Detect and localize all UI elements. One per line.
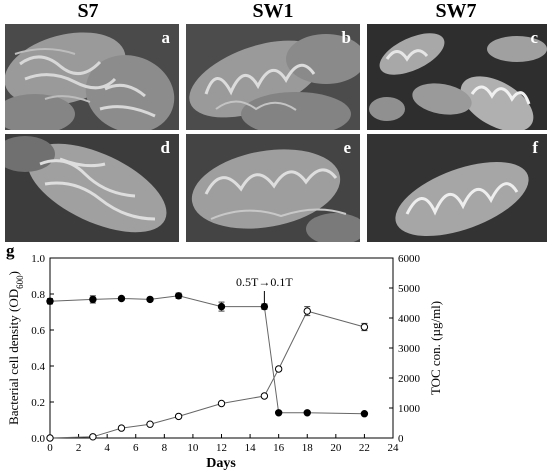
- column-title-s7: S7: [77, 0, 99, 22]
- bacteria-image-f: [367, 134, 547, 242]
- x-tick-label: 8: [162, 442, 168, 454]
- series-line-open: [49, 310, 365, 439]
- y-axis-label-right: TOC con. (µg/ml): [428, 301, 443, 395]
- y-right-tick-label: 0: [398, 433, 404, 445]
- bacteria-image-b: [186, 24, 360, 130]
- od600-point: [46, 297, 54, 305]
- od600-point: [146, 295, 154, 304]
- micrograph-panel-d: d: [5, 134, 179, 242]
- plot-frame: [49, 257, 394, 439]
- x-tick-label: 24: [388, 442, 400, 454]
- panel-letter-d: d: [160, 138, 170, 157]
- od600-point: [217, 302, 226, 311]
- x-tick-label: 20: [330, 442, 342, 454]
- od600-point: [274, 409, 283, 417]
- micrograph-panel-b: b: [186, 24, 360, 130]
- x-axis-label: Days: [206, 456, 236, 471]
- y-right-tick-label: 4000: [398, 313, 421, 325]
- micrograph-panel-a: a: [5, 24, 179, 130]
- y-left-tick-label: 0.2: [31, 397, 45, 409]
- y-right-tick-label: 6000: [398, 253, 421, 265]
- x-tick-label: 12: [216, 442, 227, 454]
- y-left-tick-label: 0.0: [31, 433, 45, 445]
- toc-point: [117, 424, 126, 432]
- panel-letter-e: e: [343, 138, 351, 157]
- y-left-tick-label: 0.4: [31, 361, 45, 373]
- toc-point: [260, 392, 269, 400]
- toc-point: [303, 307, 311, 315]
- od600-point: [174, 292, 183, 300]
- x-tick-label: 10: [187, 442, 199, 454]
- y-left-label-main: Bacterial cell density (OD: [6, 289, 21, 425]
- column-title-sw1: SW1: [252, 0, 294, 22]
- column-title-sw7: SW7: [435, 0, 477, 22]
- micrograph-panel-c: c: [367, 24, 547, 130]
- x-tick-label: 14: [245, 442, 257, 454]
- x-tick-label: 4: [104, 442, 110, 454]
- od600-point: [303, 409, 311, 417]
- toc-point: [360, 323, 369, 331]
- annotation-arrow-head: [261, 304, 268, 310]
- y-left-tick-label: 0.6: [31, 325, 45, 337]
- y-right-tick-label: 5000: [398, 283, 421, 295]
- panel-letter-f: f: [532, 138, 538, 157]
- panel-label-g: g: [6, 242, 15, 260]
- x-tick-label: 0: [47, 442, 53, 454]
- chart-g: g 0 2 4 6 8 10 12 14 16 18 20 22 24 0.00.20.40.60.81…: [6, 242, 443, 471]
- y-right-tick-label: 1000: [398, 403, 421, 415]
- y-right-tick-label: 2000: [398, 373, 421, 385]
- panel-letter-a: a: [161, 28, 171, 47]
- x-tick-label: 2: [76, 442, 82, 454]
- toc-point: [89, 433, 97, 441]
- bacteria-image-d: [5, 134, 179, 242]
- toc-point: [146, 420, 154, 428]
- od600-point: [117, 294, 126, 303]
- y-axis-label-left: Bacterial cell density (OD600): [6, 271, 25, 425]
- toc-point: [174, 412, 183, 421]
- x-tick-label: 22: [359, 442, 370, 454]
- toc-point: [217, 399, 226, 408]
- y-left-label-sub: 600: [15, 275, 25, 289]
- od600-point: [89, 295, 97, 304]
- y-left-label-close: ): [6, 271, 21, 275]
- panel-letter-c: c: [530, 28, 538, 47]
- panel-letter-b: b: [341, 28, 351, 47]
- bacteria-image-a: [5, 24, 179, 130]
- micrograph-panel-e: e: [186, 134, 360, 242]
- series-line-filled: [49, 295, 365, 415]
- y-right-tick-label: 3000: [398, 343, 421, 355]
- toc-point: [46, 434, 54, 442]
- bacteria-image-c: [367, 24, 547, 130]
- x-tick-label: 16: [273, 442, 285, 454]
- micrograph-panel-f: f: [367, 134, 547, 242]
- y-left-tick-label: 1.0: [31, 253, 45, 265]
- y-left-tick-label: 0.8: [31, 289, 45, 301]
- x-tick-label: 6: [133, 442, 139, 454]
- x-tick-label: 18: [302, 442, 314, 454]
- toc-point: [274, 365, 283, 373]
- bacteria-image-e: [186, 134, 360, 242]
- od600-point: [360, 410, 369, 418]
- annotation-label: 0.5T→0.1T: [236, 275, 293, 289]
